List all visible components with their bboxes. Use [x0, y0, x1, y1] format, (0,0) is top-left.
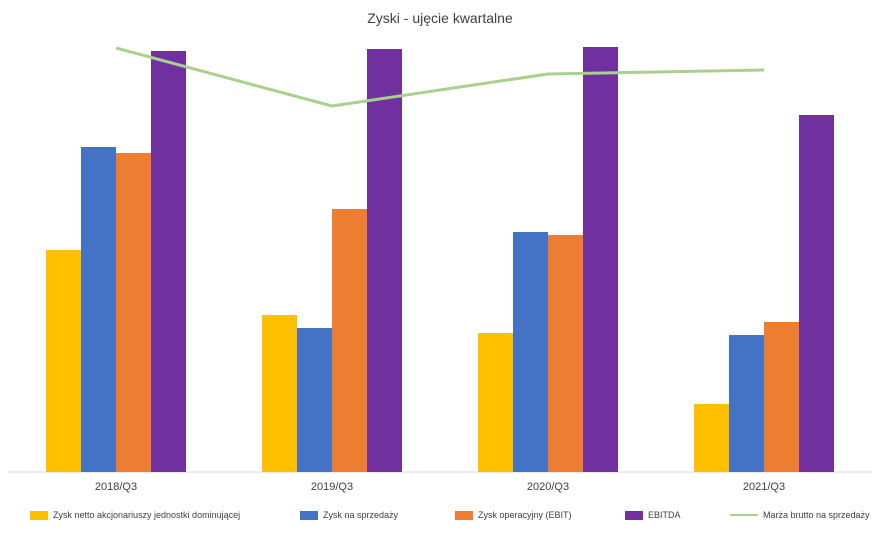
legend-swatch	[730, 514, 758, 516]
legend-label: Zysk netto akcjonariuszy jednostki domin…	[53, 510, 241, 520]
chart-plot: 2018/Q3 2019/Q3 2020/Q3 2021/Q3	[8, 46, 872, 493]
legend-item: Zysk operacyjny (EBIT)	[455, 510, 572, 520]
legend-swatch	[625, 510, 643, 520]
bar-1-1	[46, 250, 81, 472]
legend-swatch	[300, 510, 318, 520]
legend-label: Zysk na sprzedaży	[323, 510, 399, 520]
bar-3-2	[332, 209, 367, 472]
legend-item: EBITDA	[625, 510, 681, 520]
legend-label: Zysk operacyjny (EBIT)	[478, 510, 572, 520]
chart-legend: Zysk netto akcjonariuszy jednostki domin…	[0, 510, 880, 528]
x-tick-label: 2020/Q3	[527, 481, 569, 493]
legend-item: Marża brutto na sprzedaży	[730, 510, 870, 520]
legend-swatch	[30, 510, 48, 520]
bar-4-1	[151, 51, 186, 472]
bar-4-2	[367, 49, 402, 472]
chart-title: Zyski - ujęcie kwartalne	[367, 10, 513, 26]
line-series-1	[115, 46, 765, 108]
bar-2-3	[513, 232, 548, 472]
bar-1-4	[694, 404, 729, 472]
x-tick-label: 2021/Q3	[743, 481, 785, 493]
legend-item: Zysk na sprzedaży	[300, 510, 398, 520]
bar-1-3	[478, 333, 513, 472]
legend-label: EBITDA	[648, 510, 681, 520]
legend-label: Marża brutto na sprzedaży	[763, 510, 870, 520]
bar-1-2	[262, 315, 297, 472]
bar-2-4	[729, 335, 764, 472]
bar-4-4	[799, 115, 834, 472]
legend-item: Zysk netto akcjonariuszy jednostki domin…	[30, 510, 240, 520]
bar-2-2	[297, 328, 332, 472]
x-tick-label: 2019/Q3	[311, 481, 353, 493]
bar-4-3	[583, 47, 618, 472]
bar-3-1	[116, 153, 151, 472]
x-tick-label: 2018/Q3	[95, 481, 137, 493]
bar-2-1	[81, 147, 116, 472]
bar-3-3	[548, 235, 583, 472]
legend-swatch	[455, 510, 473, 520]
bar-3-4	[764, 322, 799, 472]
